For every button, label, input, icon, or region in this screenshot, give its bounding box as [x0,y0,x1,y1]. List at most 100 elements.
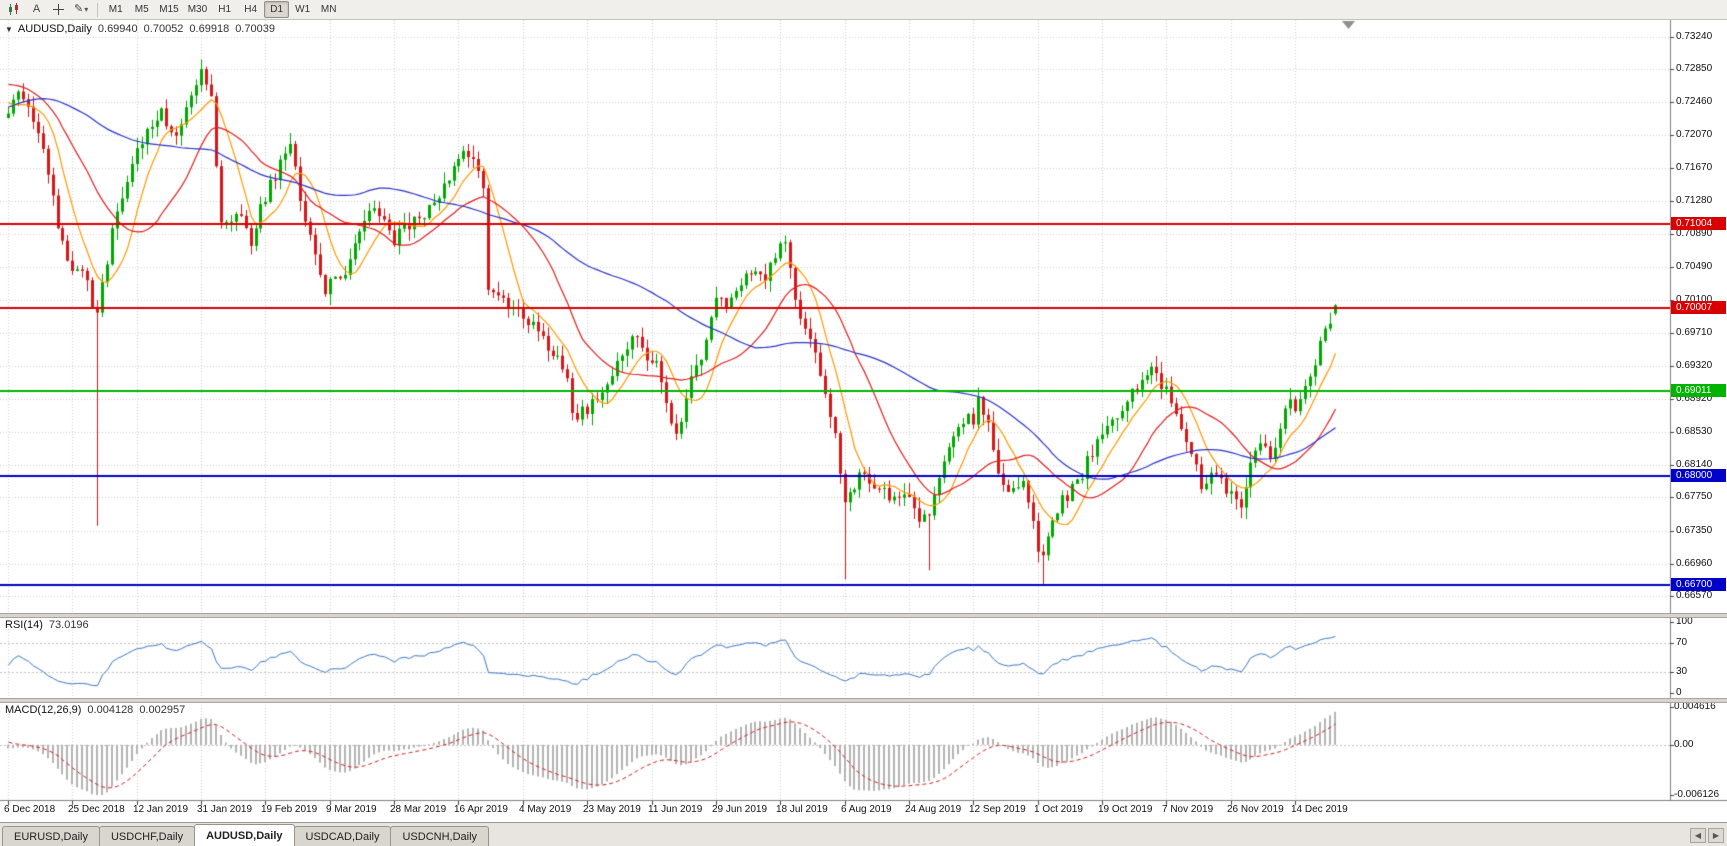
ohlc-open: 0.69940 [97,23,138,35]
date-label: 12 Sep 2019 [969,804,1026,815]
date-label: 4 May 2019 [519,804,572,815]
macd-scale-label: -0.006126 [1674,789,1720,800]
tab-usdcad-daily[interactable]: USDCAD,Daily [293,826,392,846]
pane-resize-separator[interactable] [0,698,1727,703]
rsi-value: 73.0196 [48,619,89,631]
draw-tools-dropdown[interactable]: ✎ ▾ [70,1,92,18]
date-label: 11 Jun 2019 [648,804,703,815]
tab-eurusd-daily[interactable]: EURUSD,Daily [2,826,100,846]
timeframe-button-m15[interactable]: M15 [159,4,179,15]
tab-usdchf-daily[interactable]: USDCHF,Daily [98,826,196,846]
macd-label: MACD(12,26,9) [5,704,82,716]
price-scale[interactable]: 0.73240 0.72850 0.72460 0.72070 0.71670 0.712… [1670,20,1727,822]
macd-main-value: 0.004128 [87,704,134,716]
text-tool-button[interactable]: A [26,1,47,18]
timeframe-button-w1[interactable]: W1 [295,4,311,15]
timeframe-button-d1[interactable]: D1 [264,1,290,18]
crosshair-icon [53,4,64,15]
chart-canvas[interactable] [0,20,1727,822]
candlestick-icon-svg [9,3,18,15]
chart-region: ▼ AUDUSD,Daily 0.69940 0.70052 0.69918 0… [0,20,1727,822]
price-scale-label: 0.70100 [1676,294,1713,305]
ohlc-high: 0.70052 [143,23,184,35]
pencil-icon: ✎ [74,3,84,15]
timeframe-button-h4[interactable]: H4 [244,4,258,15]
chart-tab-bar: EURUSD,Daily USDCHF,Daily AUDUSD,Daily USDC… [0,822,1727,846]
timeframe-toolbar: M1 M5 M15 M30 H1 H4 D1 W1 MN [103,1,341,18]
price-scale-label: 0.66570 [1676,590,1713,601]
candlestick-chart-icon[interactable] [3,1,25,18]
price-scale-label: 0.68530 [1676,426,1713,437]
rsi-scale-label: 100 [1676,616,1693,627]
price-scale-label: 0.72850 [1676,63,1713,74]
price-scale-label: 0.66960 [1676,558,1713,569]
ohlc-close: 0.70039 [235,23,275,35]
top-toolbar: A ✎ ▾ M1 M5 M15 M30 H1 H4 D1 W1 MN [0,0,1727,20]
price-scale-label: 0.71670 [1676,162,1713,173]
hline-price-label[interactable]: 0.70007 [1671,301,1726,314]
date-label: 28 Mar 2019 [390,804,447,815]
macd-signal-value: 0.002957 [139,704,186,716]
tab-usdcnh-daily[interactable]: USDCNH,Daily [390,826,490,846]
timeframe-button-m1[interactable]: M1 [108,4,123,15]
tab-scroll-left-button[interactable]: ◀ [1690,828,1706,843]
rsi-scale-label: 30 [1676,666,1688,677]
date-label: 31 Jan 2019 [197,804,253,815]
tab-scroll-buttons: ◀ ▶ [1690,828,1724,843]
ohlc-low: 0.69918 [189,23,230,35]
rsi-label: RSI(14) [5,619,43,631]
price-scale-label: 0.73240 [1676,31,1713,42]
price-scale-label: 0.70890 [1676,228,1713,239]
date-label: 16 Apr 2019 [454,804,508,815]
chevron-down-icon: ▾ [84,5,89,14]
rsi-indicator-title: RSI(14) 73.0196 [5,619,89,631]
date-label: 19 Feb 2019 [261,804,318,815]
price-scale-label: 0.68140 [1676,459,1713,470]
text-tool-label: A [32,3,41,15]
date-label: 9 Mar 2019 [326,804,377,815]
date-label: 14 Dec 2019 [1291,804,1348,815]
macd-scale-label: 0.004616 [1674,701,1716,712]
price-scale-label: 0.67350 [1676,525,1713,536]
rsi-scale-label: 70 [1676,637,1688,648]
date-label: 1 Oct 2019 [1034,804,1083,815]
chart-symbol-period: AUDUSD,Daily [17,23,92,35]
timeframe-button-m30[interactable]: M30 [187,4,208,15]
time-scale[interactable]: 6 Dec 2018 25 Dec 2018 12 Jan 2019 31 Jan 2… [0,800,1670,822]
date-label: 25 Dec 2018 [68,804,125,815]
price-scale-label: 0.71280 [1676,195,1713,206]
price-scale-label: 0.69710 [1676,327,1713,338]
date-label: 6 Aug 2019 [841,804,892,815]
rsi-scale-label: 0 [1676,687,1682,698]
timeframe-button-h1[interactable]: H1 [218,4,232,15]
hline-price-label[interactable]: 0.68000 [1671,469,1726,482]
tab-audusd-daily[interactable]: AUDUSD,Daily [194,824,295,846]
chart-tabs: EURUSD,Daily USDCHF,Daily AUDUSD,Daily USDC… [2,824,490,846]
timeframe-button-m5[interactable]: M5 [134,4,149,15]
date-label: 18 Jul 2019 [776,804,828,815]
price-scale-label: 0.67750 [1676,491,1713,502]
timeframe-button-mn[interactable]: MN [320,4,337,15]
chart-title: ▼ AUDUSD,Daily 0.69940 0.70052 0.69918 0… [5,23,275,35]
tab-scroll-right-button[interactable]: ▶ [1708,828,1724,843]
price-scale-label: 0.69320 [1676,360,1713,371]
collapse-chart-icon[interactable]: ▼ [5,24,13,34]
date-label: 24 Aug 2019 [905,804,962,815]
toolbar-separator [97,2,99,17]
price-scale-label: 0.72460 [1676,96,1713,107]
crosshair-tool-button[interactable] [48,1,69,18]
macd-indicator-title: MACD(12,26,9) 0.004128 0.002957 [5,704,185,716]
date-label: 7 Nov 2019 [1162,804,1214,815]
date-label: 26 Nov 2019 [1227,804,1284,815]
date-label: 19 Oct 2019 [1098,804,1153,815]
date-label: 29 Jun 2019 [712,804,768,815]
price-scale-label: 0.68920 [1676,393,1713,404]
hline-price-label[interactable]: 0.69011 [1671,384,1726,397]
date-label: 6 Dec 2018 [4,804,56,815]
macd-scale-label: 0.00 [1674,739,1694,750]
hline-price-label[interactable]: 0.66700 [1671,578,1726,591]
pane-resize-separator[interactable] [0,613,1727,618]
date-label: 23 May 2019 [583,804,641,815]
hline-price-label[interactable]: 0.71004 [1671,217,1726,230]
